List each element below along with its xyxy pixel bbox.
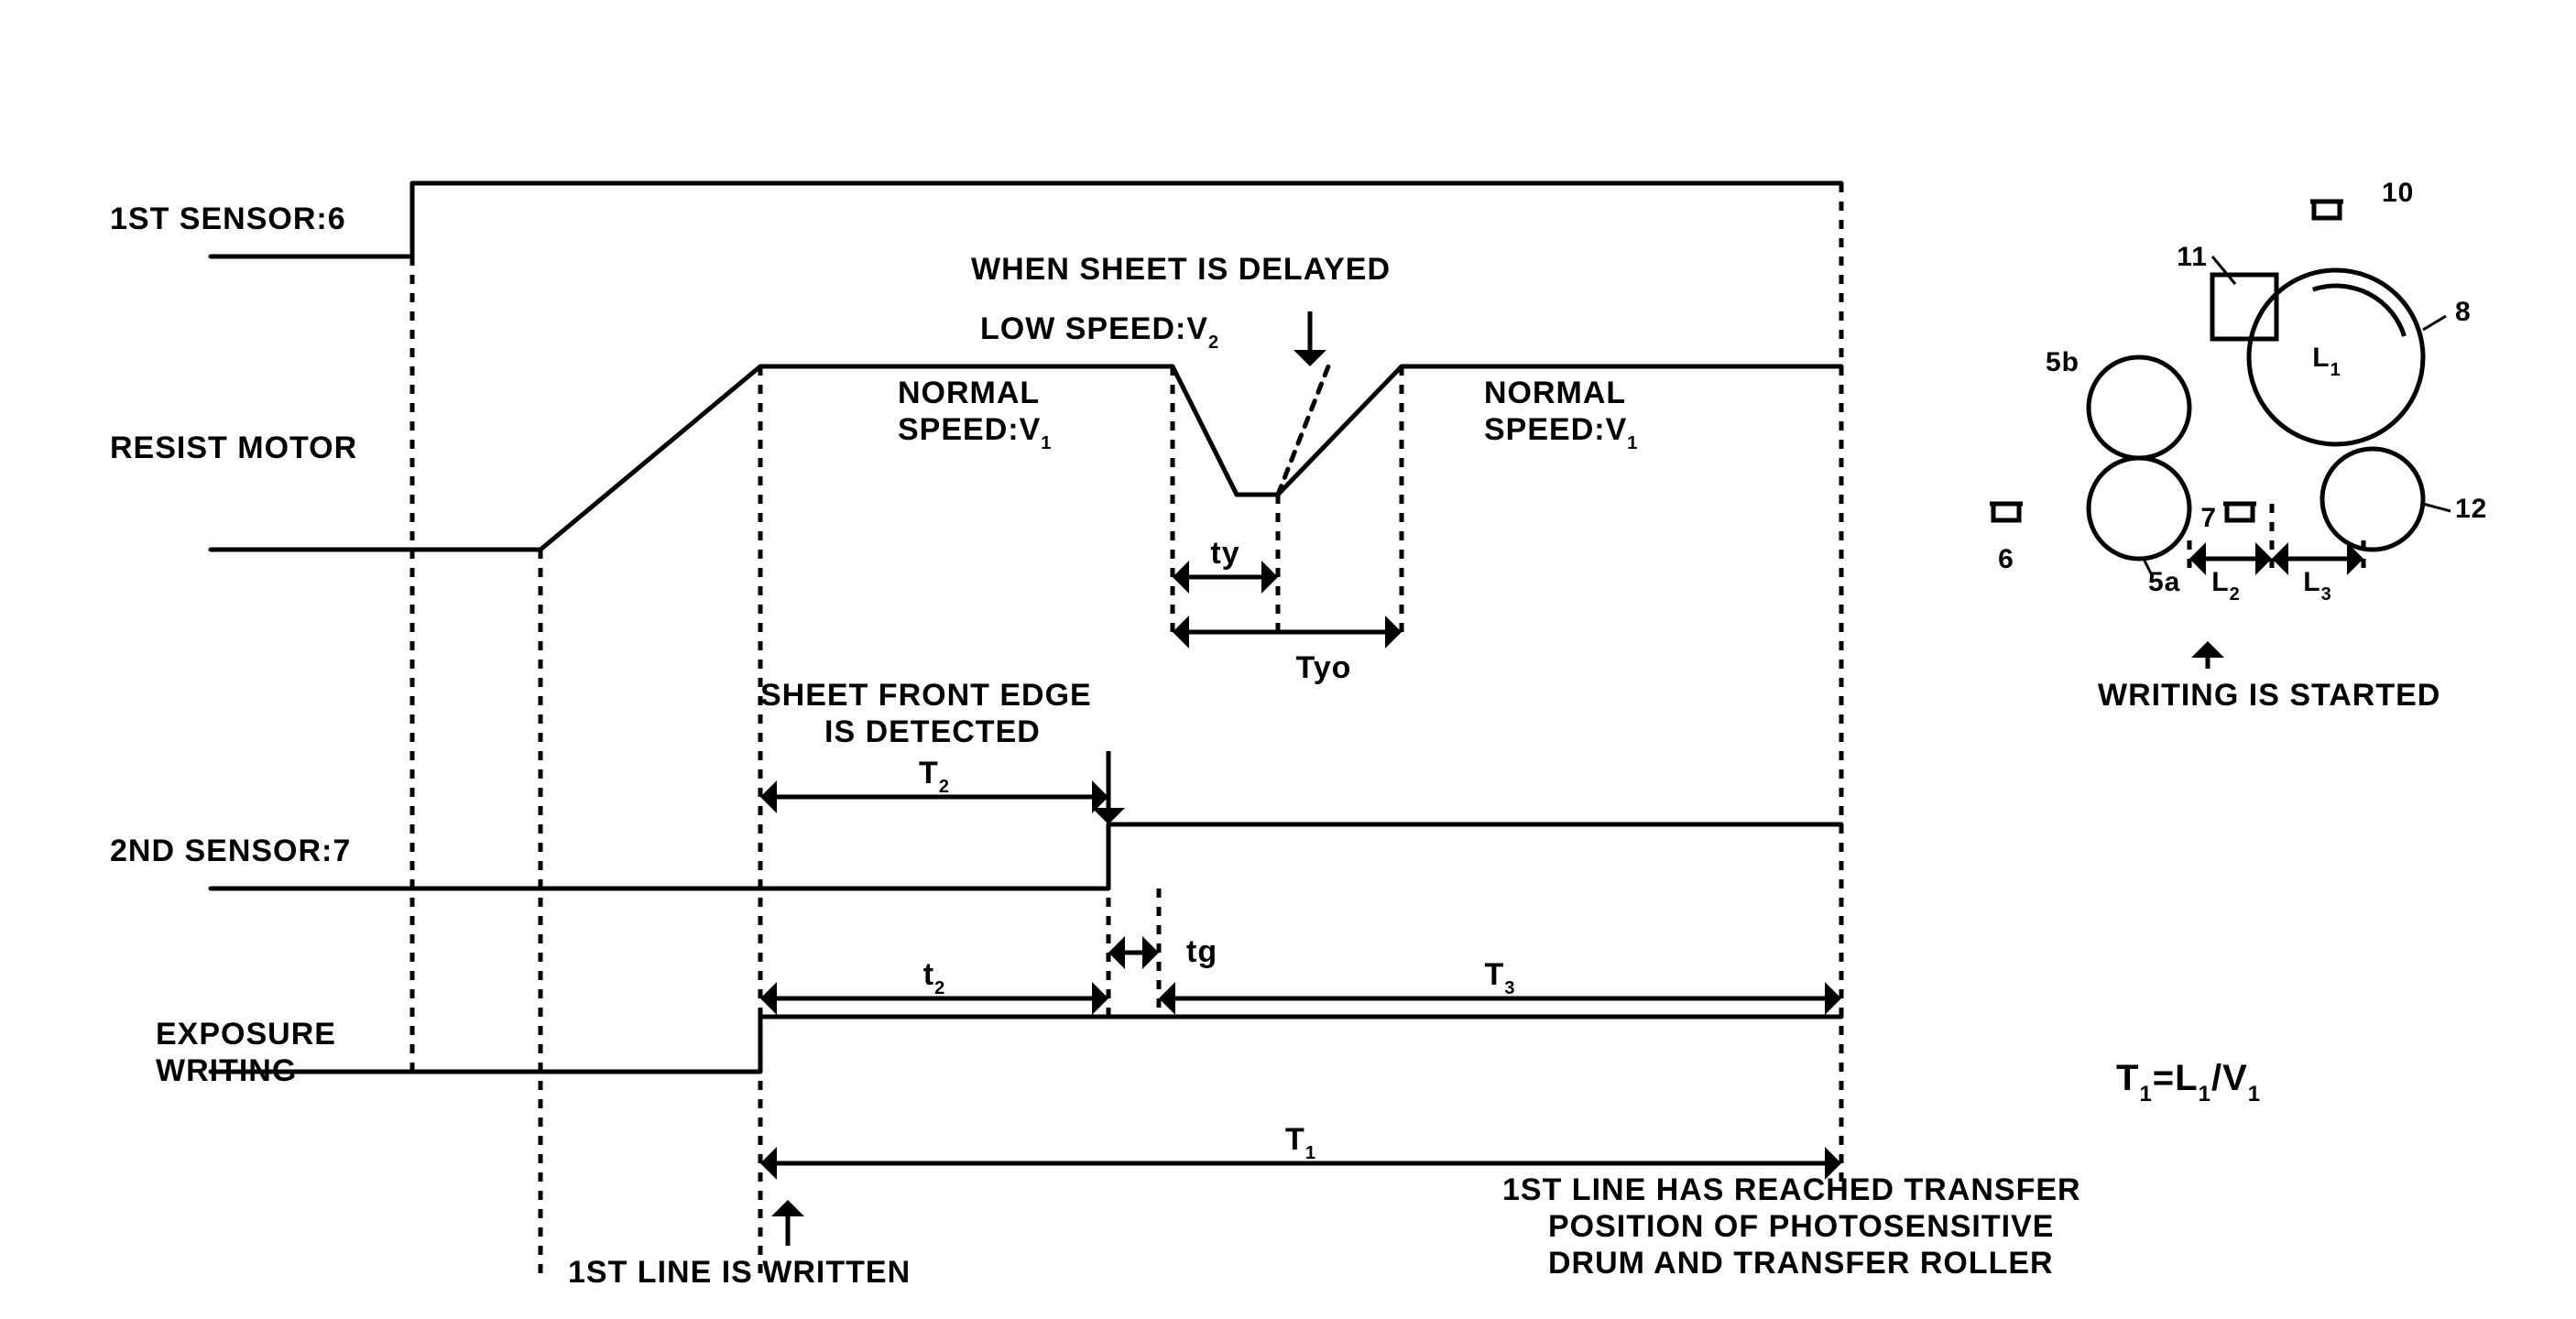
timing-diagram: 1ST SENSOR:6 RESIST MOTOR 2ND SENSOR:7 EXPO… (0, 0, 2576, 1319)
ann-tyo: Tyo (1296, 650, 1352, 685)
sch-11: 11 (2177, 242, 2208, 272)
ann-reached-b: POSITION OF PHOTOSENSITIVE (1548, 1209, 2054, 1244)
sch-10: 10 (2382, 178, 2414, 208)
ann-frontedge-b: IS DETECTED (824, 714, 1041, 749)
sch-7: 7 (2200, 503, 2217, 533)
sch-5b: 5b (2046, 347, 2079, 377)
sch-6: 6 (1998, 544, 2014, 574)
ann-delayed: WHEN SHEET IS DELAYED (971, 252, 1391, 287)
ann-normal1a: NORMAL (898, 376, 1040, 410)
canvas-bg (0, 0, 2576, 1319)
sch-12: 12 (2455, 494, 2487, 524)
label-sensor2: 2ND SENSOR:7 (110, 834, 351, 868)
ann-reached-c: DRUM AND TRANSFER ROLLER (1548, 1246, 2054, 1281)
ann-firstline: 1ST LINE IS WRITTEN (568, 1255, 911, 1290)
label-resist: RESIST MOTOR (110, 431, 357, 465)
ann-reached-a: 1ST LINE HAS REACHED TRANSFER (1502, 1172, 2081, 1207)
label-sensor1: 1ST SENSOR:6 (110, 202, 346, 236)
ann-normal2a: NORMAL (1484, 376, 1626, 410)
sch-5a: 5a (2148, 567, 2180, 597)
ann-frontedge-a: SHEET FRONT EDGE (760, 678, 1092, 713)
label-exposure-a: EXPOSURE (156, 1017, 336, 1052)
ann-tg: tg (1186, 934, 1217, 969)
sch-8: 8 (2455, 297, 2472, 327)
ann-ty: ty (1210, 536, 1239, 571)
ann-writing-started: WRITING IS STARTED (2098, 678, 2440, 713)
